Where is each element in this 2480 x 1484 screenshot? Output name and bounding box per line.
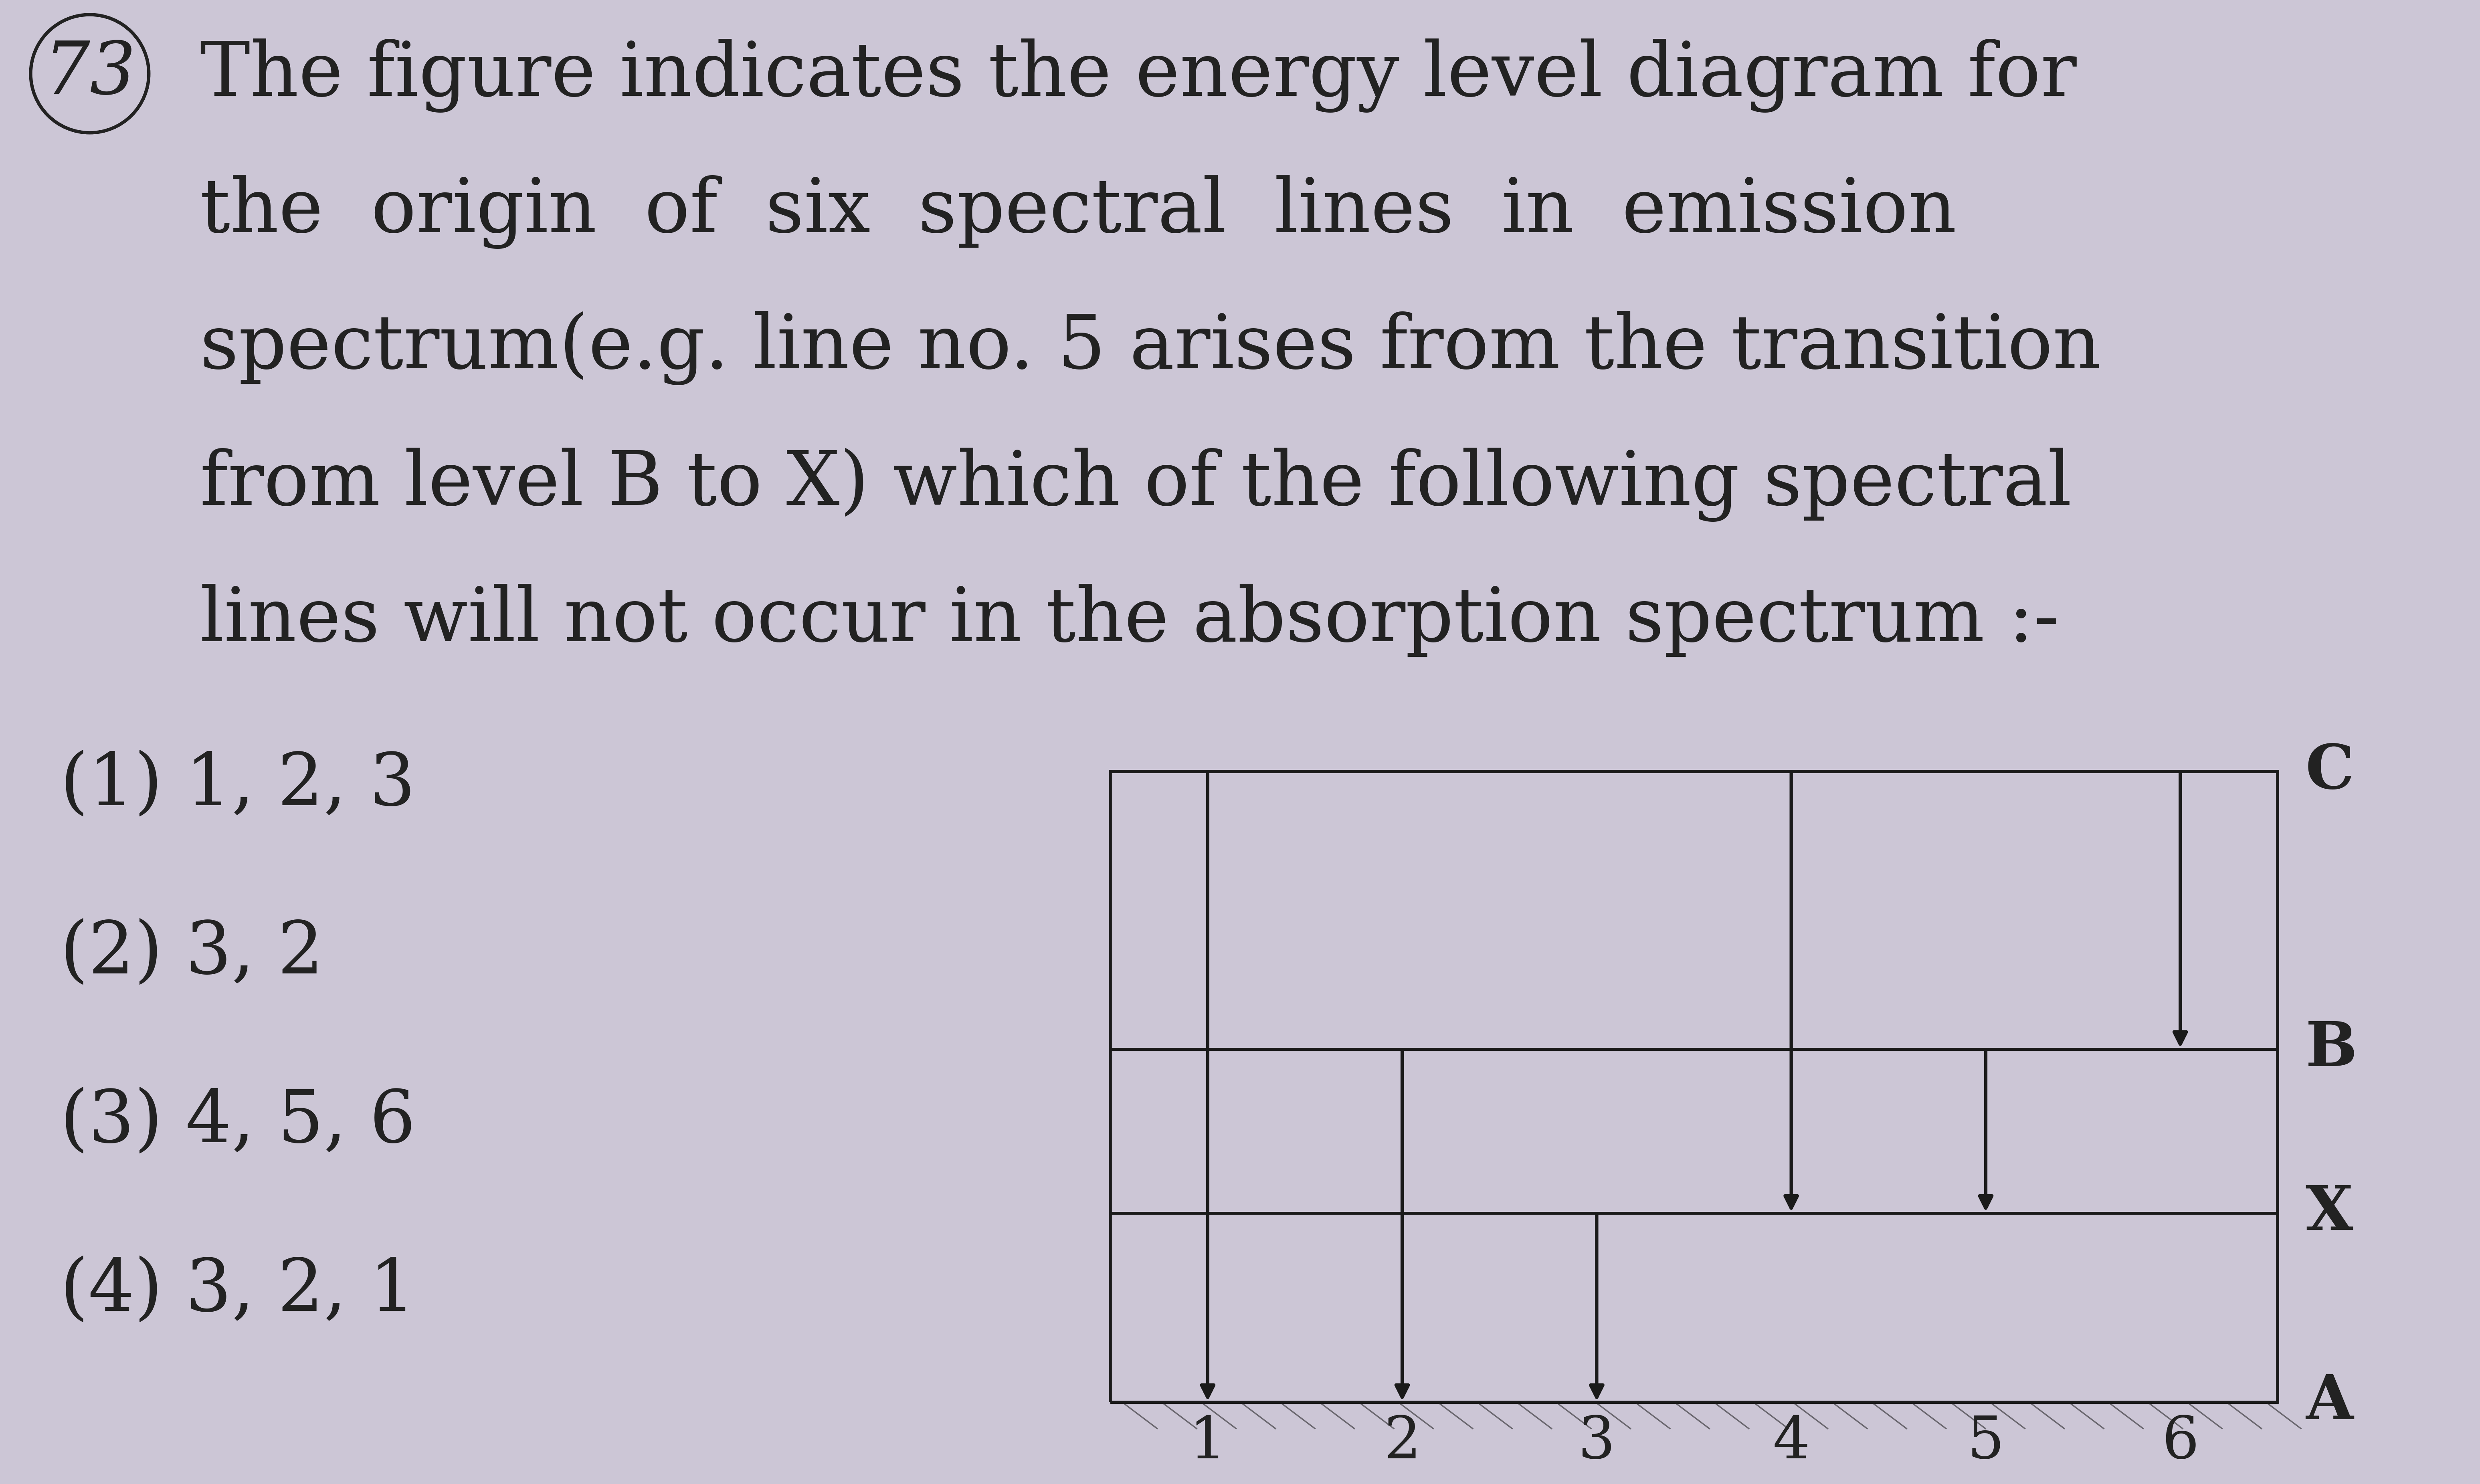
Text: 4: 4 — [1773, 1414, 1810, 1471]
Text: 5: 5 — [1967, 1414, 2004, 1471]
Text: A: A — [2306, 1373, 2354, 1432]
Text: 3: 3 — [1577, 1414, 1614, 1471]
Text: 6: 6 — [2163, 1414, 2200, 1471]
Text: the  origin  of  six  spectral  lines  in  emission: the origin of six spectral lines in emis… — [201, 175, 1957, 249]
Text: C: C — [2306, 742, 2354, 801]
Text: (2) 3, 2: (2) 3, 2 — [60, 919, 322, 988]
Text: B: B — [2306, 1020, 2356, 1079]
Text: from level B to X) which of the following spectral: from level B to X) which of the followin… — [201, 448, 2071, 521]
Text: (3) 4, 5, 6: (3) 4, 5, 6 — [60, 1086, 417, 1158]
Text: lines will not occur in the absorption spectrum :-: lines will not occur in the absorption s… — [201, 583, 2058, 657]
Text: spectrum(e.g. line no. 5 arises from the transition: spectrum(e.g. line no. 5 arises from the… — [201, 312, 2101, 386]
Text: 1: 1 — [1188, 1414, 1225, 1471]
Text: 73: 73 — [45, 39, 136, 108]
Text: 2: 2 — [1384, 1414, 1421, 1471]
Text: The figure indicates the energy level diagram for: The figure indicates the energy level di… — [201, 39, 2076, 113]
Text: X: X — [2306, 1183, 2354, 1242]
Text: (1) 1, 2, 3: (1) 1, 2, 3 — [60, 749, 417, 821]
Text: (4) 3, 2, 1: (4) 3, 2, 1 — [60, 1255, 417, 1327]
